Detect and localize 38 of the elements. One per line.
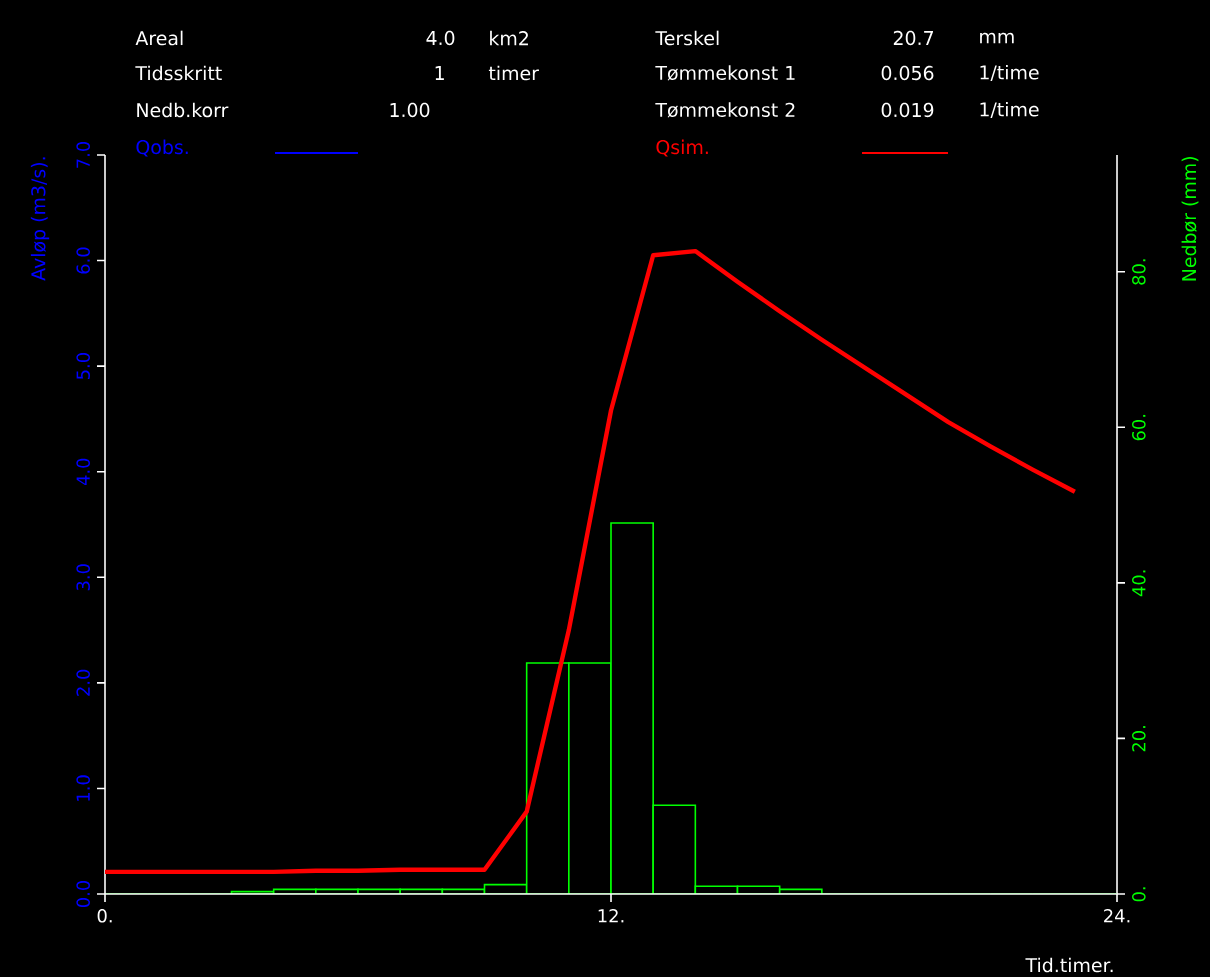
text: 4.0 xyxy=(426,30,455,46)
y2-tick-label: 80. xyxy=(1132,259,1146,285)
text: Tidsskritt xyxy=(135,65,222,81)
text: 1.00 xyxy=(390,102,430,118)
legend-label: Qobs. xyxy=(136,139,188,157)
y2-tick-label: 0. xyxy=(1132,887,1146,902)
text: 0.019 xyxy=(881,102,934,118)
text: Tømmekonst 1 xyxy=(655,65,795,81)
y-tick-label: 3.0 xyxy=(76,564,90,591)
text: km2 xyxy=(490,30,528,46)
y2-tick-label: 40. xyxy=(1132,570,1146,597)
y-tick-label: 6.0 xyxy=(76,247,90,274)
x-tick-label: 12. xyxy=(598,909,624,923)
y-tick-label: 4.0 xyxy=(76,458,90,486)
y-tick-label: 2.0 xyxy=(76,669,90,696)
text: Nedb.korr xyxy=(137,102,229,118)
text: mm xyxy=(980,32,1014,44)
x-tick-label: 24. xyxy=(1104,909,1130,923)
text: Terskel xyxy=(655,30,719,46)
y2-axis-title: Nedbør (mm) xyxy=(1181,157,1199,281)
x-tick-label: 0. xyxy=(97,909,112,923)
y2-tick-label: 20. xyxy=(1132,726,1146,752)
y-axis-title: Avløp (m3/s). xyxy=(30,157,50,281)
text: 0.056 xyxy=(881,65,934,81)
y2-tick-label: 60. xyxy=(1132,414,1146,441)
text: timer xyxy=(488,65,539,81)
y-tick-label: 1.0 xyxy=(76,775,90,801)
text: Areal xyxy=(135,30,183,46)
text: 1/time xyxy=(980,101,1039,119)
text: 1/time xyxy=(980,64,1039,82)
text: Tømmekonst 2 xyxy=(655,102,795,118)
text: 1 xyxy=(435,66,444,80)
y-tick-label: 5.0 xyxy=(76,353,90,380)
text: 20.7 xyxy=(893,30,933,46)
text: Qsim. xyxy=(656,139,708,157)
y-tick-label: 0.0 xyxy=(76,880,90,908)
x-axis-title: Tid.timer. xyxy=(1025,957,1113,973)
y-tick-label: 7.0 xyxy=(76,141,90,168)
